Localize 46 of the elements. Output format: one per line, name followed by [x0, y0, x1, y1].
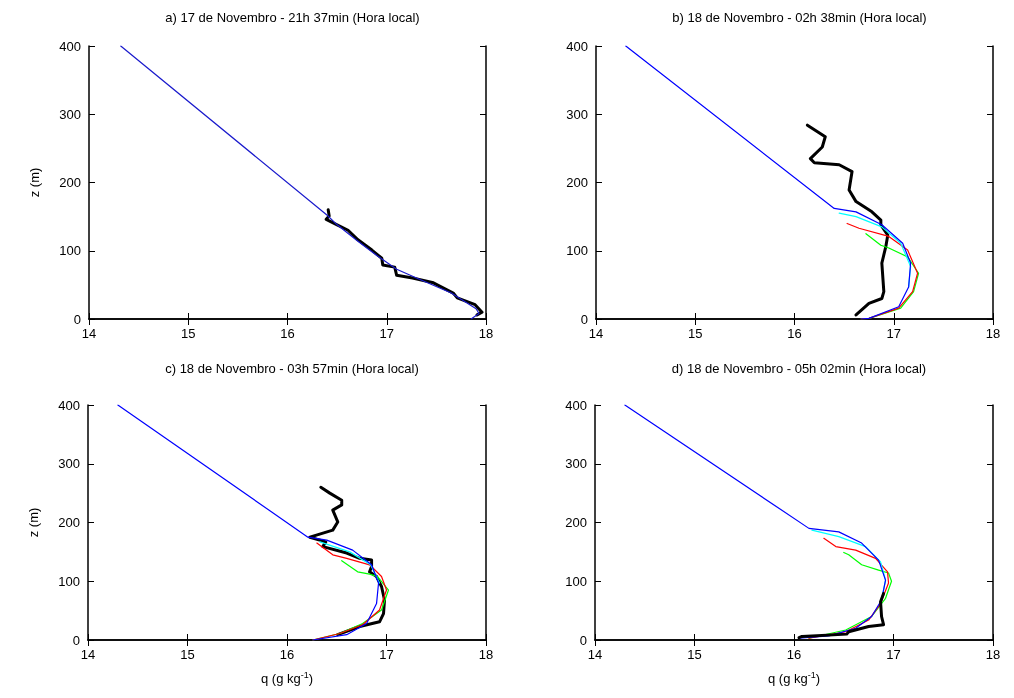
- y-tick-label: 300: [58, 456, 80, 472]
- x-tick-label: 15: [688, 326, 703, 341]
- y-axis-title: z (m): [26, 507, 41, 538]
- y-tick-label: 300: [59, 106, 81, 122]
- y-tick-label: 100: [565, 573, 587, 589]
- x-tick-label: 16: [787, 326, 802, 341]
- y-tick-label: 300: [566, 106, 588, 122]
- x-tick-label: 18: [985, 326, 1001, 341]
- x-tick-label: 16: [280, 326, 295, 341]
- chart-title: a) 17 de Novembro - 21h 37min (Hora local): [165, 10, 420, 25]
- x-tick-label: 15: [687, 647, 702, 662]
- x-tick-label: 14: [81, 326, 97, 341]
- x-tick-label: 16: [279, 647, 295, 662]
- chart-title: c) 18 de Novembro - 03h 57min (Hora local): [165, 361, 419, 376]
- y-tick-label: 200: [58, 515, 80, 530]
- y-tick-label: 200: [566, 175, 588, 190]
- y-tick-label: 100: [58, 573, 80, 589]
- x-tick-label: 14: [588, 326, 604, 341]
- x-tick-label: 15: [181, 326, 196, 341]
- x-tick-label: 16: [786, 647, 802, 662]
- y-tick-label: 200: [565, 515, 587, 530]
- y-tick-label: 400: [58, 397, 80, 413]
- x-tick-label: 14: [587, 647, 603, 662]
- y-tick-label: 100: [566, 243, 588, 259]
- y-tick-label: 0: [72, 632, 80, 648]
- y-tick-label: 400: [59, 38, 81, 54]
- x-tick-label: 17: [379, 647, 394, 662]
- y-tick-label: 0: [580, 311, 588, 327]
- x-tick-label: 17: [886, 326, 901, 341]
- x-tick-label: 14: [80, 647, 96, 662]
- chart-title: d) 18 de Novembro - 05h 02min (Hora local): [671, 361, 927, 376]
- x-tick-label: 17: [886, 647, 901, 662]
- y-tick-label: 200: [59, 175, 81, 190]
- x-tick-label: 15: [180, 647, 195, 662]
- x-tick-label: 18: [478, 326, 494, 341]
- x-tick-label: 17: [379, 326, 394, 341]
- y-tick-label: 400: [566, 38, 588, 54]
- y-tick-label: 400: [565, 397, 587, 413]
- x-tick-label: 18: [985, 647, 1001, 662]
- y-axis-title: z (m): [27, 167, 42, 198]
- y-tick-label: 0: [579, 632, 587, 648]
- y-tick-label: 300: [565, 456, 587, 472]
- y-tick-label: 0: [73, 311, 81, 327]
- y-tick-label: 100: [59, 243, 81, 259]
- x-tick-label: 18: [478, 647, 494, 662]
- chart-title: b) 18 de Novembro - 02h 38min (Hora local): [672, 10, 927, 25]
